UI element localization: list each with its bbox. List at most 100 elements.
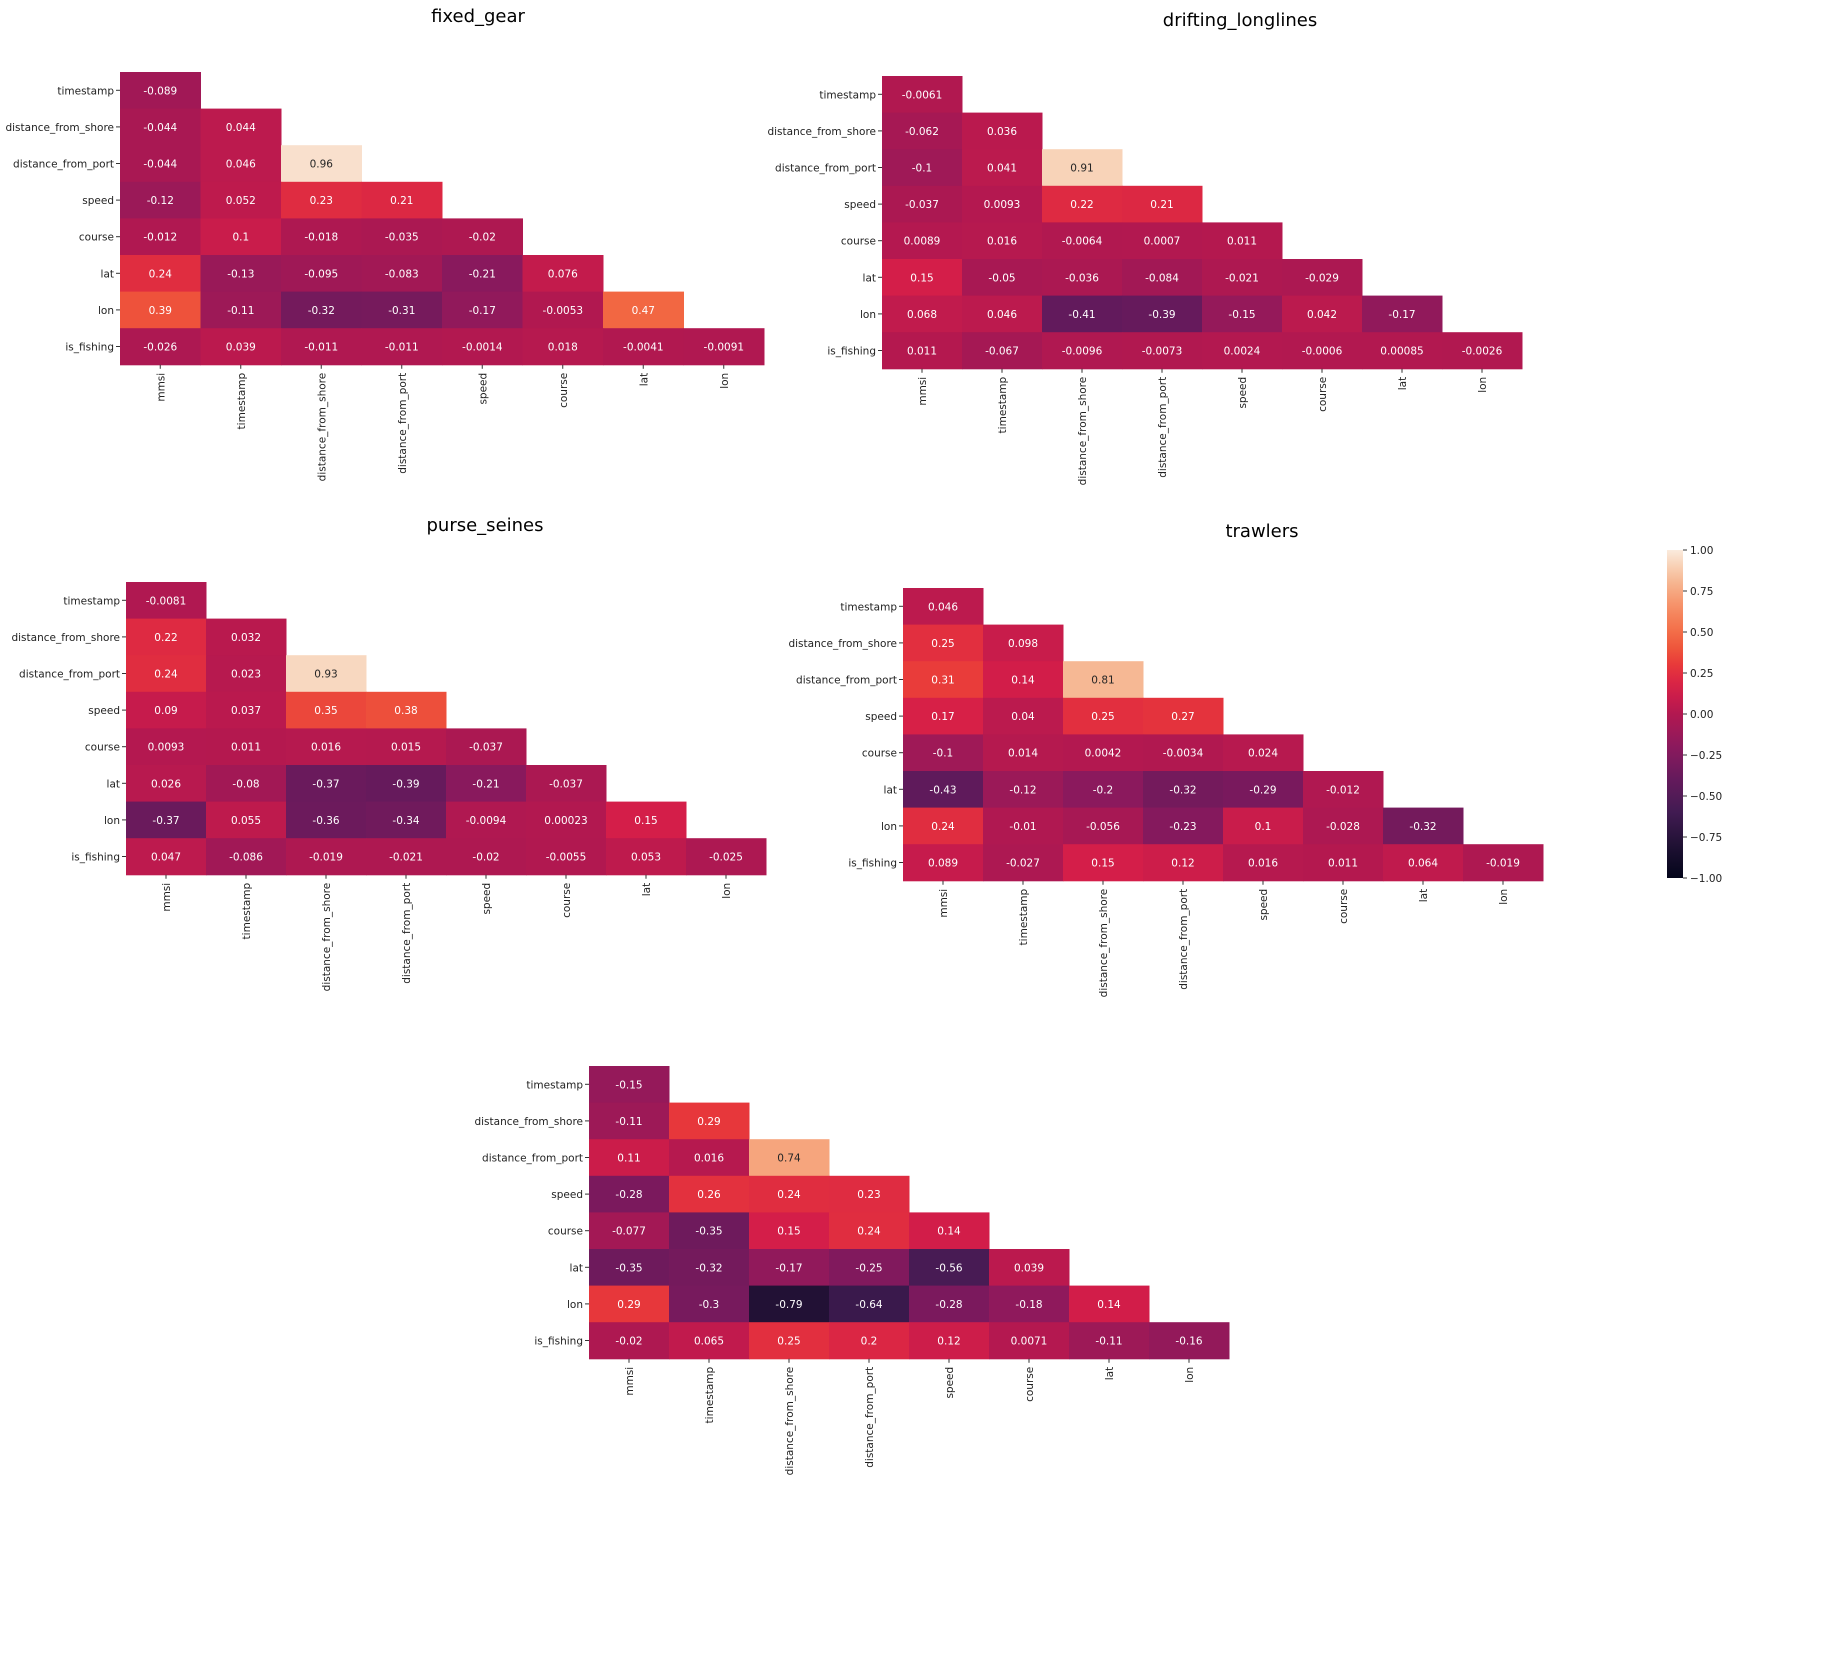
cell-value-label: 0.015 (391, 742, 421, 754)
heatmap-cell (1042, 185, 1123, 223)
y-tick-label: is_fishing (71, 852, 120, 864)
cell-value-label: -0.21 (469, 268, 496, 280)
cell-value-label: 0.053 (631, 852, 661, 864)
heatmap-cell (120, 255, 201, 293)
heatmap-cell (606, 838, 687, 876)
heatmap-cell (361, 218, 443, 256)
heatmap-cell (442, 255, 523, 293)
cell-value-label: -0.32 (1169, 784, 1196, 796)
x-tick-label: lat (641, 883, 653, 896)
cell-value-label: 0.00085 (1380, 346, 1423, 358)
y-tick-label: distance_from_port (482, 1153, 583, 1165)
heatmap-drifting_longlines: drifting_longlines -0.0061 -0.062 0.036 -0.1… (767, 10, 1523, 486)
heatmap-cell (983, 734, 1064, 772)
cell-value-label: -0.17 (1388, 309, 1415, 321)
y-tick-label: lat (570, 1262, 583, 1274)
heatmap-cell (1362, 332, 1443, 370)
heatmap-cell (1063, 697, 1144, 735)
heatmap-cell (442, 291, 523, 329)
heatmap-cell (1122, 259, 1203, 297)
cell-value-label: -0.0055 (546, 852, 587, 864)
heatmap-cell (200, 108, 282, 146)
heatmap-cell (126, 801, 207, 839)
heatmap-cell (909, 1212, 990, 1250)
heatmap-cell (983, 697, 1064, 735)
cell-value-label: -0.0073 (1142, 346, 1183, 358)
cell-value-label: -0.084 (1145, 272, 1179, 284)
heatmap-cell (749, 1175, 830, 1213)
cell-value-label: -0.2 (1093, 784, 1114, 796)
cell-value-label: -0.21 (472, 778, 499, 790)
cell-value-label: -0.027 (1006, 858, 1040, 870)
heatmap-cell (366, 728, 447, 766)
cell-value-label: 0.96 (310, 159, 334, 171)
cell-value-label: 0.065 (694, 1336, 724, 1348)
heatmap-cell (200, 145, 282, 183)
cell-value-label: 0.74 (777, 1153, 801, 1165)
heatmap-cell (882, 259, 963, 297)
heatmap-cell (206, 801, 287, 839)
heatmap-cell (1383, 844, 1464, 882)
heatmap-cell (749, 1212, 830, 1250)
heatmap-cell (366, 765, 447, 803)
x-tick-label: speed (1237, 377, 1249, 409)
cell-value-label: -0.0061 (902, 89, 943, 101)
heatmap-cell (909, 1249, 990, 1287)
heatmap-cell (1122, 332, 1203, 370)
heatmap-cell (366, 691, 447, 729)
cell-value-label: 0.25 (777, 1336, 800, 1348)
heatmap-cell (903, 734, 984, 772)
heatmap-cell (206, 618, 287, 656)
x-tick-label: lat (1104, 1367, 1116, 1380)
cell-value-label: 0.064 (1408, 858, 1438, 870)
x-tick-label: course (561, 883, 573, 918)
cell-value-label: 0.91 (1070, 163, 1093, 175)
heatmap-cell (281, 255, 362, 293)
y-tick-label: course (85, 742, 120, 754)
heatmap-cell (126, 618, 207, 656)
cell-value-label: 0.25 (931, 638, 954, 650)
cell-value-label: 0.15 (1091, 858, 1114, 870)
colorbar-tick-label: 0.75 (1690, 586, 1713, 598)
cell-value-label: -0.036 (1065, 272, 1099, 284)
cell-value-label: -0.077 (612, 1226, 646, 1238)
cell-value-label: 0.0007 (1144, 236, 1181, 248)
cell-value-label: 0.00023 (544, 815, 587, 827)
heatmap-cell (686, 838, 767, 876)
x-tick-label: distance_from_shore (1077, 377, 1089, 486)
cell-value-label: 0.04 (1011, 711, 1035, 723)
cell-value-label: 0.38 (394, 705, 417, 717)
heatmap-purse_seines: purse_seines -0.0081 0.22 0.032 0.24 0.023 0.9… (11, 515, 767, 991)
heatmap-cell (281, 291, 362, 329)
heatmap-cell (989, 1249, 1070, 1287)
cell-value-label: 0.11 (617, 1153, 640, 1165)
heatmap-cell (589, 1249, 670, 1287)
cell-value-label: -0.13 (227, 268, 254, 280)
y-tick-label: timestamp (819, 89, 876, 101)
y-tick-label: distance_from_shore (788, 638, 897, 650)
cell-value-label: -0.1 (933, 748, 954, 760)
heatmap-cell (1063, 771, 1144, 809)
heatmap-cell (442, 328, 523, 366)
cell-value-label: -0.044 (143, 122, 177, 134)
heatmap-cell (882, 149, 963, 187)
heatmap-cell (1122, 185, 1203, 223)
heatmap-cell (446, 801, 527, 839)
heatmap-cell (286, 728, 367, 766)
cell-value-label: 0.23 (857, 1189, 880, 1201)
cell-value-label: -0.0006 (1302, 346, 1343, 358)
x-tick-label: distance_from_shore (316, 373, 328, 482)
heatmap-cell (1383, 807, 1464, 845)
cell-value-label: -0.037 (549, 778, 583, 790)
heatmap-cell (1202, 222, 1283, 260)
heatmap-cell (983, 661, 1064, 699)
y-tick-label: is_fishing (65, 342, 114, 354)
cell-value-label: 0.1 (1255, 821, 1272, 833)
heatmap-cell (669, 1102, 750, 1140)
cell-value-label: 0.052 (226, 195, 256, 207)
heatmap-cell (1063, 734, 1144, 772)
heatmap-cell (962, 222, 1043, 260)
y-tick-label: distance_from_shore (767, 126, 876, 138)
y-tick-label: speed (865, 711, 897, 723)
heatmap-cell (909, 1285, 990, 1323)
